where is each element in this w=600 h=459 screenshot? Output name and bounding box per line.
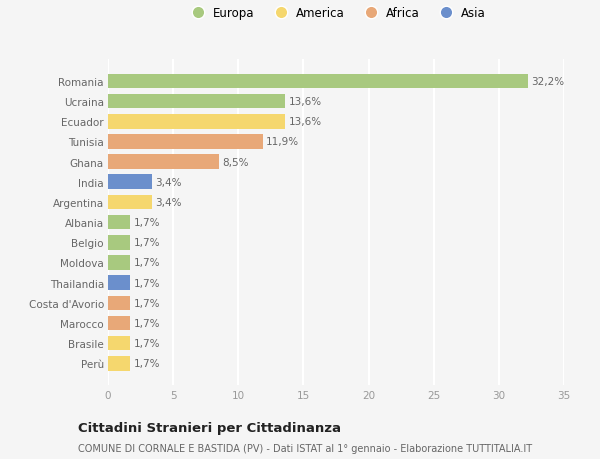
Text: COMUNE DI CORNALE E BASTIDA (PV) - Dati ISTAT al 1° gennaio - Elaborazione TUTTI: COMUNE DI CORNALE E BASTIDA (PV) - Dati …: [78, 443, 532, 453]
Text: 1,7%: 1,7%: [133, 358, 160, 369]
Bar: [108, 115, 285, 129]
Bar: [108, 316, 130, 330]
Bar: [108, 175, 152, 190]
Text: Cittadini Stranieri per Cittadinanza: Cittadini Stranieri per Cittadinanza: [78, 421, 341, 434]
Text: 8,5%: 8,5%: [222, 157, 248, 167]
Text: 1,7%: 1,7%: [133, 278, 160, 288]
Text: 1,7%: 1,7%: [133, 218, 160, 228]
Bar: [108, 195, 152, 210]
Text: 3,4%: 3,4%: [155, 177, 182, 187]
Bar: [108, 235, 130, 250]
Bar: [108, 74, 527, 89]
Text: 1,7%: 1,7%: [133, 238, 160, 248]
Text: 1,7%: 1,7%: [133, 258, 160, 268]
Bar: [108, 215, 130, 230]
Text: 1,7%: 1,7%: [133, 318, 160, 328]
Bar: [108, 336, 130, 351]
Bar: [108, 356, 130, 371]
Bar: [108, 276, 130, 290]
Text: 32,2%: 32,2%: [531, 77, 564, 87]
Text: 13,6%: 13,6%: [289, 97, 322, 107]
Bar: [108, 155, 219, 169]
Bar: [108, 95, 285, 109]
Text: 13,6%: 13,6%: [289, 117, 322, 127]
Text: 3,4%: 3,4%: [155, 197, 182, 207]
Legend: Europa, America, Africa, Asia: Europa, America, Africa, Asia: [186, 7, 486, 20]
Text: 11,9%: 11,9%: [266, 137, 299, 147]
Text: 1,7%: 1,7%: [133, 338, 160, 348]
Bar: [108, 256, 130, 270]
Bar: [108, 135, 263, 149]
Text: 1,7%: 1,7%: [133, 298, 160, 308]
Bar: [108, 296, 130, 310]
